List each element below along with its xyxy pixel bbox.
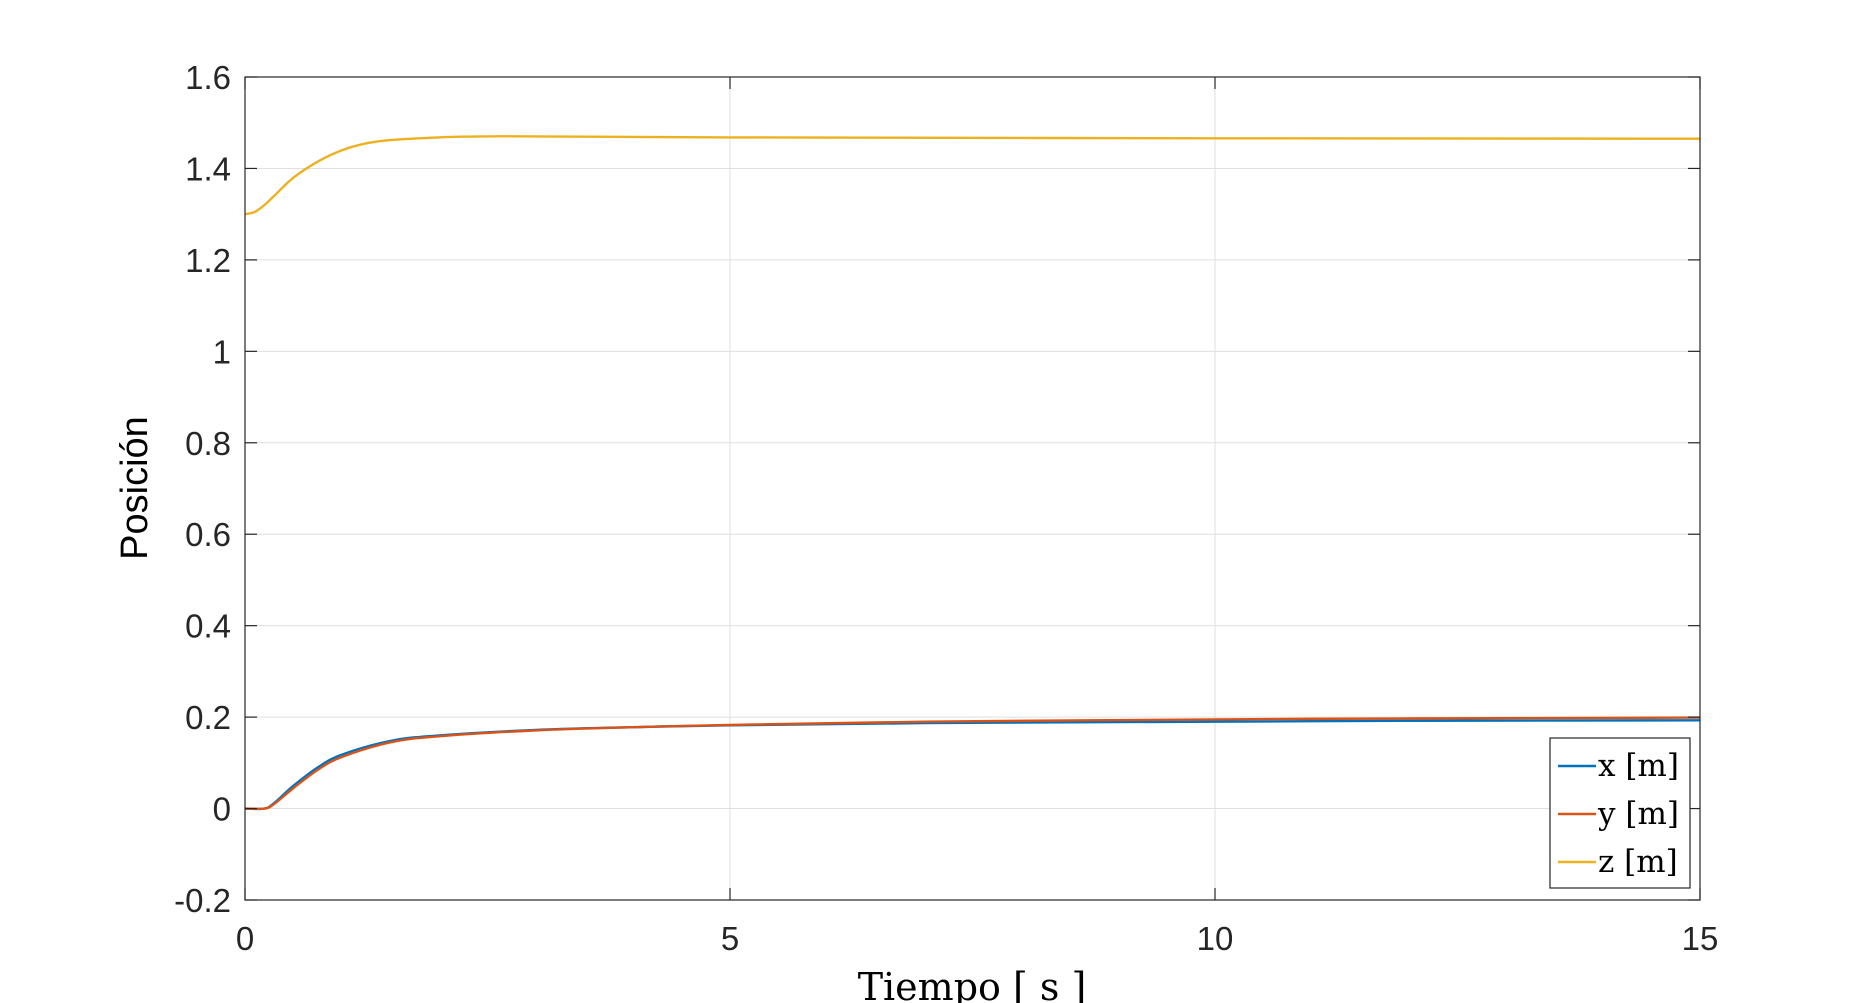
y-tick-label: 1.2 xyxy=(185,242,231,279)
ticks xyxy=(244,76,1701,901)
y-tick-label: -0.2 xyxy=(174,882,231,919)
x-tick-label: 15 xyxy=(1682,920,1719,957)
tick-labels: 0 5 10 15-0.200.20.40.60.811.21.41.6 xyxy=(174,59,1718,957)
plot-area-background xyxy=(245,77,1700,900)
y-tick-label: 0 xyxy=(213,791,231,828)
plot-area-frame xyxy=(244,76,1701,901)
y-tick-label: 0.8 xyxy=(185,425,231,462)
legend: x [m] y [m] z [m] xyxy=(1549,737,1691,889)
legend-label: x [m] xyxy=(1598,748,1679,784)
x-tick-label: 5 xyxy=(721,920,739,957)
x-axis-label: Tiempo [ s ] xyxy=(858,965,1087,1003)
y-tick-label: 0.4 xyxy=(185,608,231,645)
y-axis-label: Posición xyxy=(114,416,156,560)
series-layer xyxy=(244,135,1701,811)
y-tick-label: 1.6 xyxy=(185,59,231,96)
legend-label: z [m] xyxy=(1598,844,1678,880)
y-tick-label: 1 xyxy=(213,333,231,370)
series-line-z xyxy=(244,135,1701,216)
x-tick-label: 10 xyxy=(1197,920,1234,957)
x-tick-label: 0 xyxy=(236,920,254,957)
legend-label: y [m] xyxy=(1597,796,1679,832)
y-tick-label: 0.2 xyxy=(185,699,231,736)
series-line-y xyxy=(244,716,1701,811)
y-tick-label: 1.4 xyxy=(185,150,231,187)
y-tick-label: 0.6 xyxy=(185,516,231,553)
